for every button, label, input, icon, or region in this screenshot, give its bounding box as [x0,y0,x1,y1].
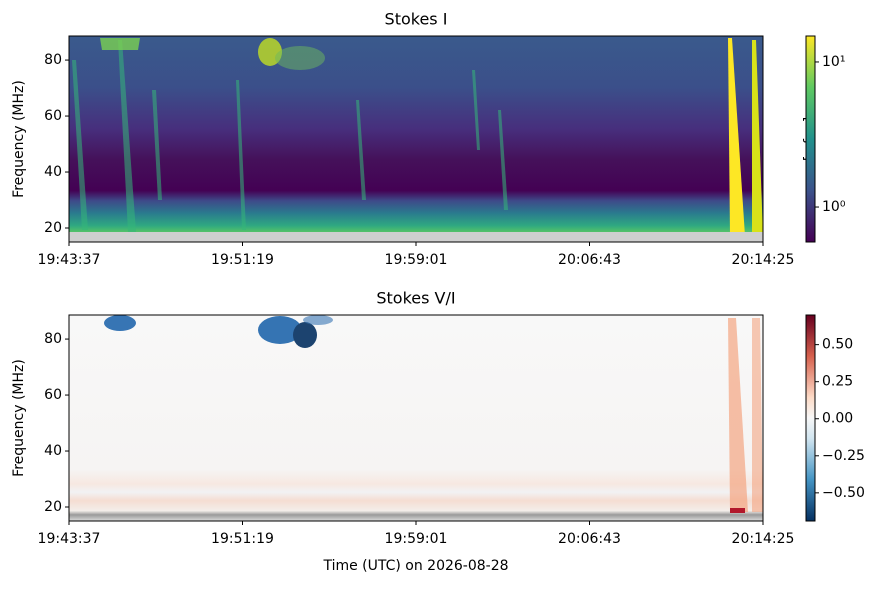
panel-title: Stokes I [385,10,448,29]
y-tick-label: 40 [44,443,62,459]
colorbar-tick-label: 0.50 [822,337,853,353]
y-tick-label: 60 [44,108,62,124]
colorbar-tick-label: 0.00 [822,411,853,427]
y-tick-label: 80 [44,331,62,347]
x-tick-label: 20:14:25 [732,531,795,547]
x-tick-label: 19:43:37 [38,531,101,547]
colorbar-tick-label: 10⁰ [822,199,846,215]
y-tick-label: 60 [44,387,62,403]
x-tick-label: 19:51:19 [211,252,274,268]
x-tick-label: 19:59:01 [385,531,448,547]
x-tick-label: 20:14:25 [732,252,795,268]
y-axis-label: Frequency (MHz) [11,359,27,477]
panel-title: Stokes V/I [376,289,455,308]
y-tick-label: 40 [44,164,62,180]
x-tick-label: 20:06:43 [558,531,621,547]
colorbar [805,35,816,243]
colorbar [805,314,816,522]
colorbar-tick-label: 10¹ [822,54,845,70]
colorbar-tick-label: −0.50 [822,485,865,501]
spectrogram-image [69,36,763,242]
y-axis-label: Frequency (MHz) [11,80,27,198]
colorbar-tick-label: −0.25 [822,448,865,464]
y-tick-label: 20 [44,220,62,236]
x-tick-label: 19:59:01 [385,252,448,268]
x-tick-label: 20:06:43 [558,252,621,268]
colorbar-tick-label: 0.25 [822,374,853,390]
x-axis-label: Time (UTC) on 2026-08-28 [322,558,508,574]
x-tick-label: 19:51:19 [211,531,274,547]
y-tick-label: 20 [44,499,62,515]
y-tick-label: 80 [44,52,62,68]
spectrogram-image [69,315,763,521]
x-tick-label: 19:43:37 [38,252,101,268]
